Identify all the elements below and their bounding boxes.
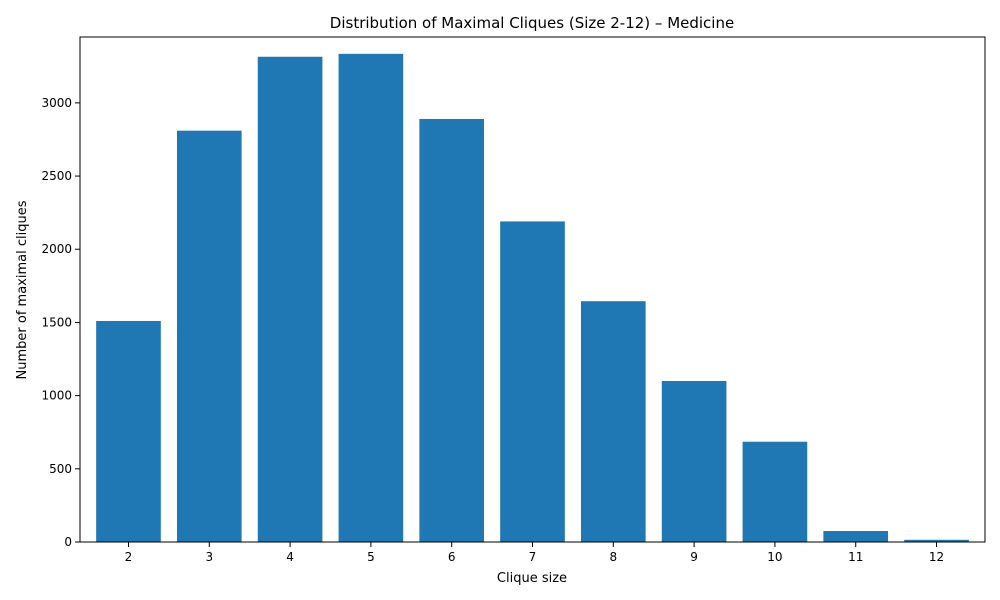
x-tick-label: 8 (609, 550, 617, 564)
x-tick-label: 6 (448, 550, 456, 564)
x-tick-label: 12 (929, 550, 944, 564)
y-tick-label: 0 (64, 535, 72, 549)
bar-4 (257, 56, 323, 543)
x-tick-label: 11 (848, 550, 863, 564)
y-axis-label: Number of maximal cliques (15, 200, 30, 379)
bars-group (96, 53, 969, 543)
x-tick-label: 4 (286, 550, 294, 564)
x-axis-label: Clique size (497, 571, 567, 586)
bar-9 (661, 380, 727, 542)
bar-3 (176, 130, 242, 542)
y-tick-label: 2000 (41, 242, 72, 256)
bar-2 (96, 320, 161, 542)
y-tick-label: 3000 (41, 96, 72, 110)
bar-6 (419, 118, 485, 543)
bar-5 (338, 53, 404, 542)
x-tick-label: 5 (367, 550, 375, 564)
x-tick-label: 10 (767, 550, 782, 564)
x-tick-label: 3 (205, 550, 213, 564)
chart-title: Distribution of Maximal Cliques (Size 2-… (330, 14, 734, 32)
bar-10 (742, 441, 808, 542)
bar-7 (500, 221, 565, 542)
x-tick-label: 9 (690, 550, 698, 564)
y-tick-label: 1000 (41, 389, 72, 403)
y-tick-label: 2500 (41, 169, 72, 183)
x-tick-label: 2 (125, 550, 133, 564)
plot-frame (79, 36, 986, 543)
y-axis: 0 500 1000 1500 2000 2500 3000 (41, 96, 80, 549)
x-tick-label: 7 (529, 550, 537, 564)
x-axis: 2 3 4 5 6 7 8 9 10 11 12 (125, 542, 944, 564)
bar-8 (580, 301, 646, 542)
bar-11 (823, 531, 889, 542)
y-tick-label: 1500 (41, 315, 72, 329)
bar-12 (904, 539, 969, 542)
y-tick-label: 500 (49, 462, 72, 476)
